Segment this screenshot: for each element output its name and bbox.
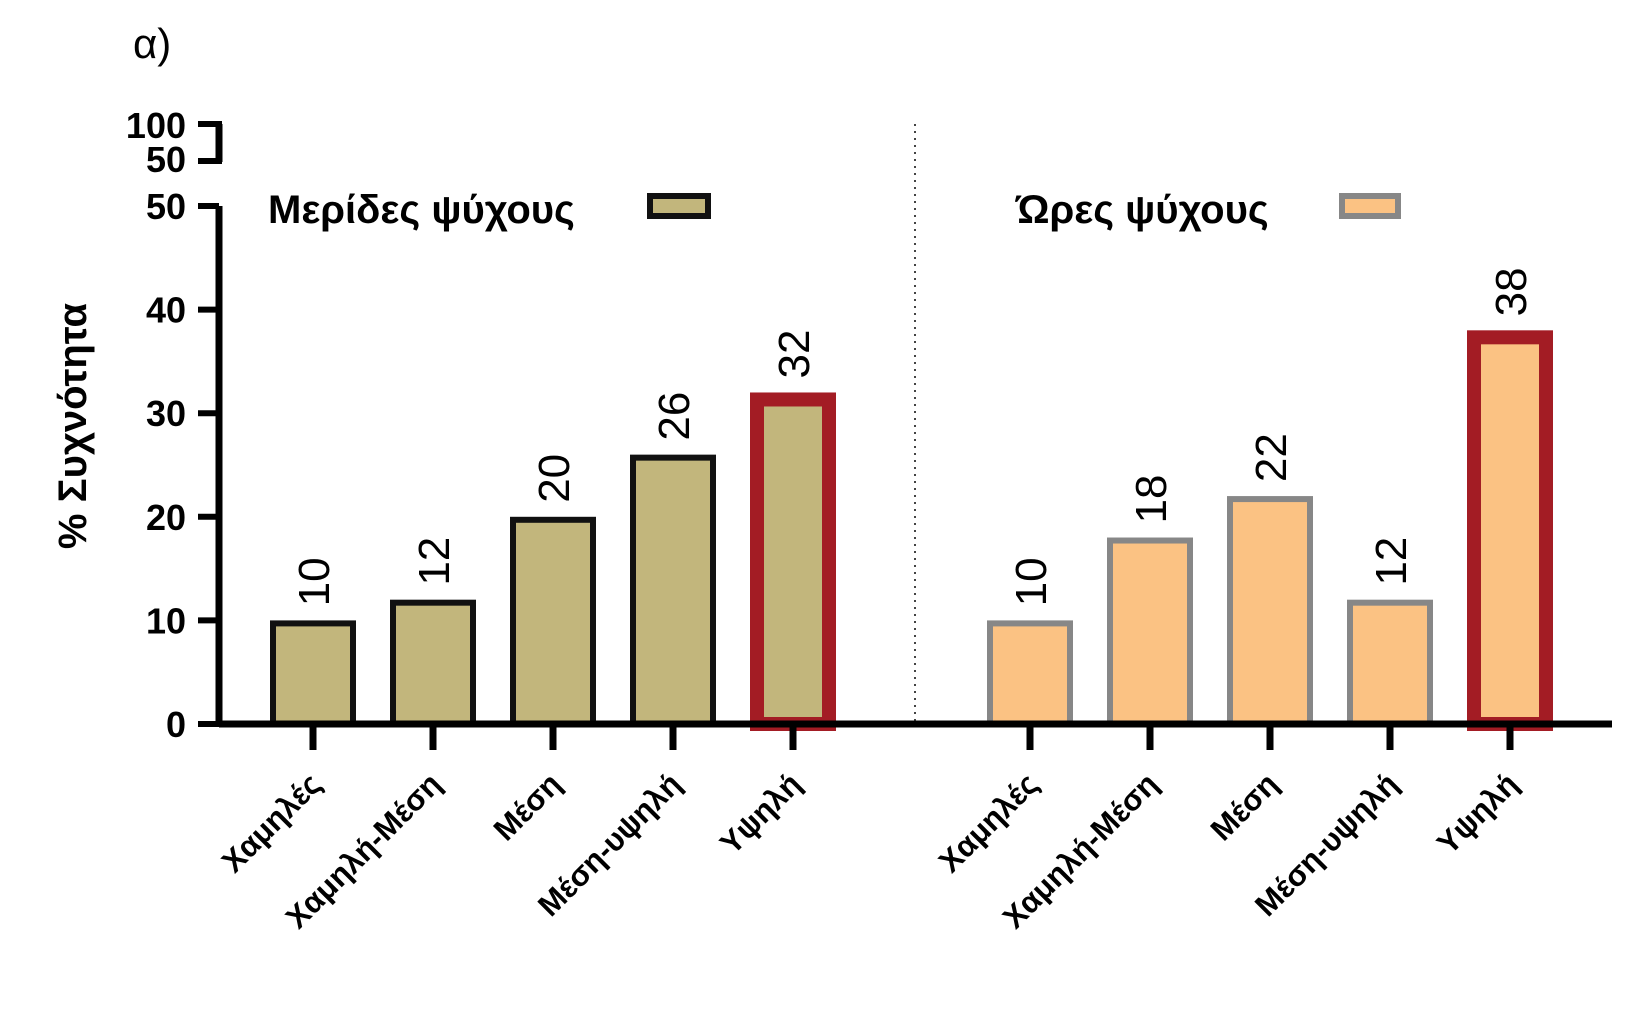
bar-value-label: 20 [530, 454, 579, 503]
bar [987, 620, 1073, 728]
bar-value-label: 22 [1247, 433, 1296, 482]
x-category-label: Χαμηλές [932, 766, 1045, 879]
bar-value-label: 26 [650, 392, 699, 441]
bar [630, 454, 716, 727]
legend-swatch-left [647, 193, 711, 219]
bar [1107, 537, 1193, 728]
y-axis-label: % Συχνότητα [51, 303, 95, 550]
legend-left: Μερίδες ψύχους [268, 188, 711, 232]
legend-label-left: Μερίδες ψύχους [268, 188, 575, 232]
bar-value-label: 12 [410, 537, 459, 586]
legend-right: Ώρες ψύχους [1015, 188, 1401, 232]
bar-value-label: 32 [770, 330, 819, 379]
y-tick-label: 30 [146, 393, 186, 434]
x-category-label: Μέση [1204, 766, 1285, 847]
y-tick-label: 10 [146, 600, 186, 641]
bar [1347, 599, 1433, 727]
y-tick-label: 40 [146, 290, 186, 331]
x-category-label: Υψηλή [713, 766, 808, 861]
y-tick-label: 20 [146, 497, 186, 538]
bar-value-label: 10 [1007, 557, 1056, 606]
legend-label-right: Ώρες ψύχους [1015, 188, 1269, 232]
bar [510, 516, 596, 727]
bar-value-label: 18 [1127, 475, 1176, 524]
bar-value-label: 38 [1487, 267, 1536, 316]
panel-label: α) [133, 20, 171, 67]
y-tick-label: 0 [166, 704, 186, 745]
y-axis: 100 50 0 10 20 30 40 50 [126, 105, 223, 745]
legend-swatch-right [1339, 193, 1401, 219]
bar [390, 599, 476, 727]
x-category-label: Μέση [487, 766, 568, 847]
y-break-tick-label-top: 100 [126, 105, 186, 146]
x-category-label: Υψηλή [1430, 766, 1525, 861]
x-category-label: Χαμηλές [215, 766, 328, 879]
bar-value-label: 12 [1367, 537, 1416, 586]
bar-value-label: 10 [290, 557, 339, 606]
y-break-tick-label-bottom: 50 [146, 139, 186, 180]
bar [1227, 496, 1313, 727]
bar [270, 620, 356, 728]
bar [750, 392, 836, 731]
bar [1467, 330, 1553, 731]
y-tick-label: 50 [146, 186, 186, 227]
